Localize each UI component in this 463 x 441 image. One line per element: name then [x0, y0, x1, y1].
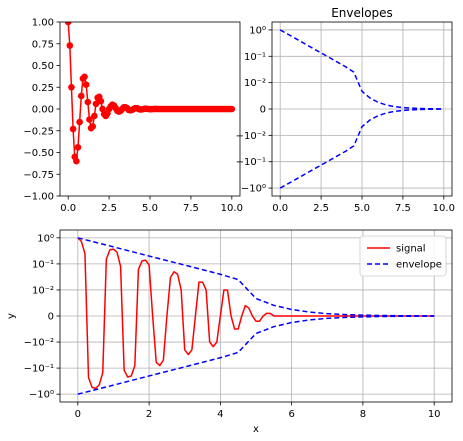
data-point [229, 106, 236, 113]
y-tick-label: 0 [48, 312, 54, 323]
y-tick-label: −10⁻² [236, 131, 266, 142]
y-tick-label: −0.50 [23, 148, 54, 159]
chart-title: Envelopes [331, 6, 393, 20]
y-tick-label: −1.00 [23, 192, 54, 203]
legend-label-signal: signal [396, 244, 426, 255]
y-tick-label: 0.75 [32, 39, 54, 50]
legend: signal envelope [360, 236, 446, 276]
y-tick-label: −10⁻¹ [236, 157, 266, 168]
data-point [78, 93, 85, 100]
data-point [83, 81, 90, 88]
data-point [98, 98, 105, 105]
y-axis-label: y [6, 313, 17, 319]
x-tick-label: 7.5 [183, 203, 199, 214]
data-point [76, 119, 83, 126]
y-tick-label: 10⁻¹ [244, 52, 266, 63]
y-tick-label: −0.75 [23, 170, 54, 181]
y-tick-label: −0.25 [23, 126, 54, 137]
y-tick-label: −10⁰ [241, 184, 266, 195]
y-tick-label: −10⁻² [24, 338, 54, 349]
x-tick-label: 10.0 [221, 203, 243, 214]
x-tick-label: 8 [360, 409, 366, 420]
y-tick-label: 10⁻¹ [32, 259, 54, 270]
x-tick-label: 0 [75, 409, 81, 420]
x-tick-label: 10.0 [433, 203, 455, 214]
y-tick-label: 10⁻² [244, 78, 266, 89]
y-tick-label: 1.00 [32, 18, 54, 29]
y-tick-label: 0 [260, 105, 266, 116]
data-point [75, 144, 82, 151]
x-tick-label: 2.5 [313, 203, 329, 214]
x-tick-label: 5.0 [142, 203, 158, 214]
x-tick-label: 2 [146, 409, 152, 420]
y-tick-label: −10⁻¹ [24, 364, 54, 375]
y-tick-label: 0.50 [32, 61, 54, 72]
legend-label-envelope: envelope [396, 260, 442, 271]
x-tick-label: 2.5 [101, 203, 117, 214]
x-axis-label: x [253, 424, 259, 435]
data-point [91, 113, 98, 120]
x-tick-label: 6 [288, 409, 294, 420]
y-tick-label: −10⁰ [29, 390, 54, 401]
y-tick-label: 10⁻² [32, 285, 54, 296]
y-tick-label: 10⁰ [249, 25, 266, 36]
x-tick-label: 4 [217, 409, 223, 420]
x-tick-label: 10 [428, 409, 441, 420]
y-tick-label: 0.25 [32, 83, 54, 94]
data-point [81, 74, 88, 81]
data-point [85, 99, 92, 106]
y-tick-label: 0.00 [32, 105, 54, 116]
data-point [70, 126, 77, 133]
x-tick-label: 0.0 [60, 203, 76, 214]
data-point [89, 123, 96, 130]
x-tick-label: 7.5 [395, 203, 411, 214]
x-tick-label: 5.0 [354, 203, 370, 214]
data-point [68, 84, 75, 91]
data-point [67, 42, 74, 49]
y-tick-label: 10⁰ [37, 233, 54, 244]
data-point [73, 158, 80, 165]
x-tick-label: 0.0 [272, 203, 288, 214]
